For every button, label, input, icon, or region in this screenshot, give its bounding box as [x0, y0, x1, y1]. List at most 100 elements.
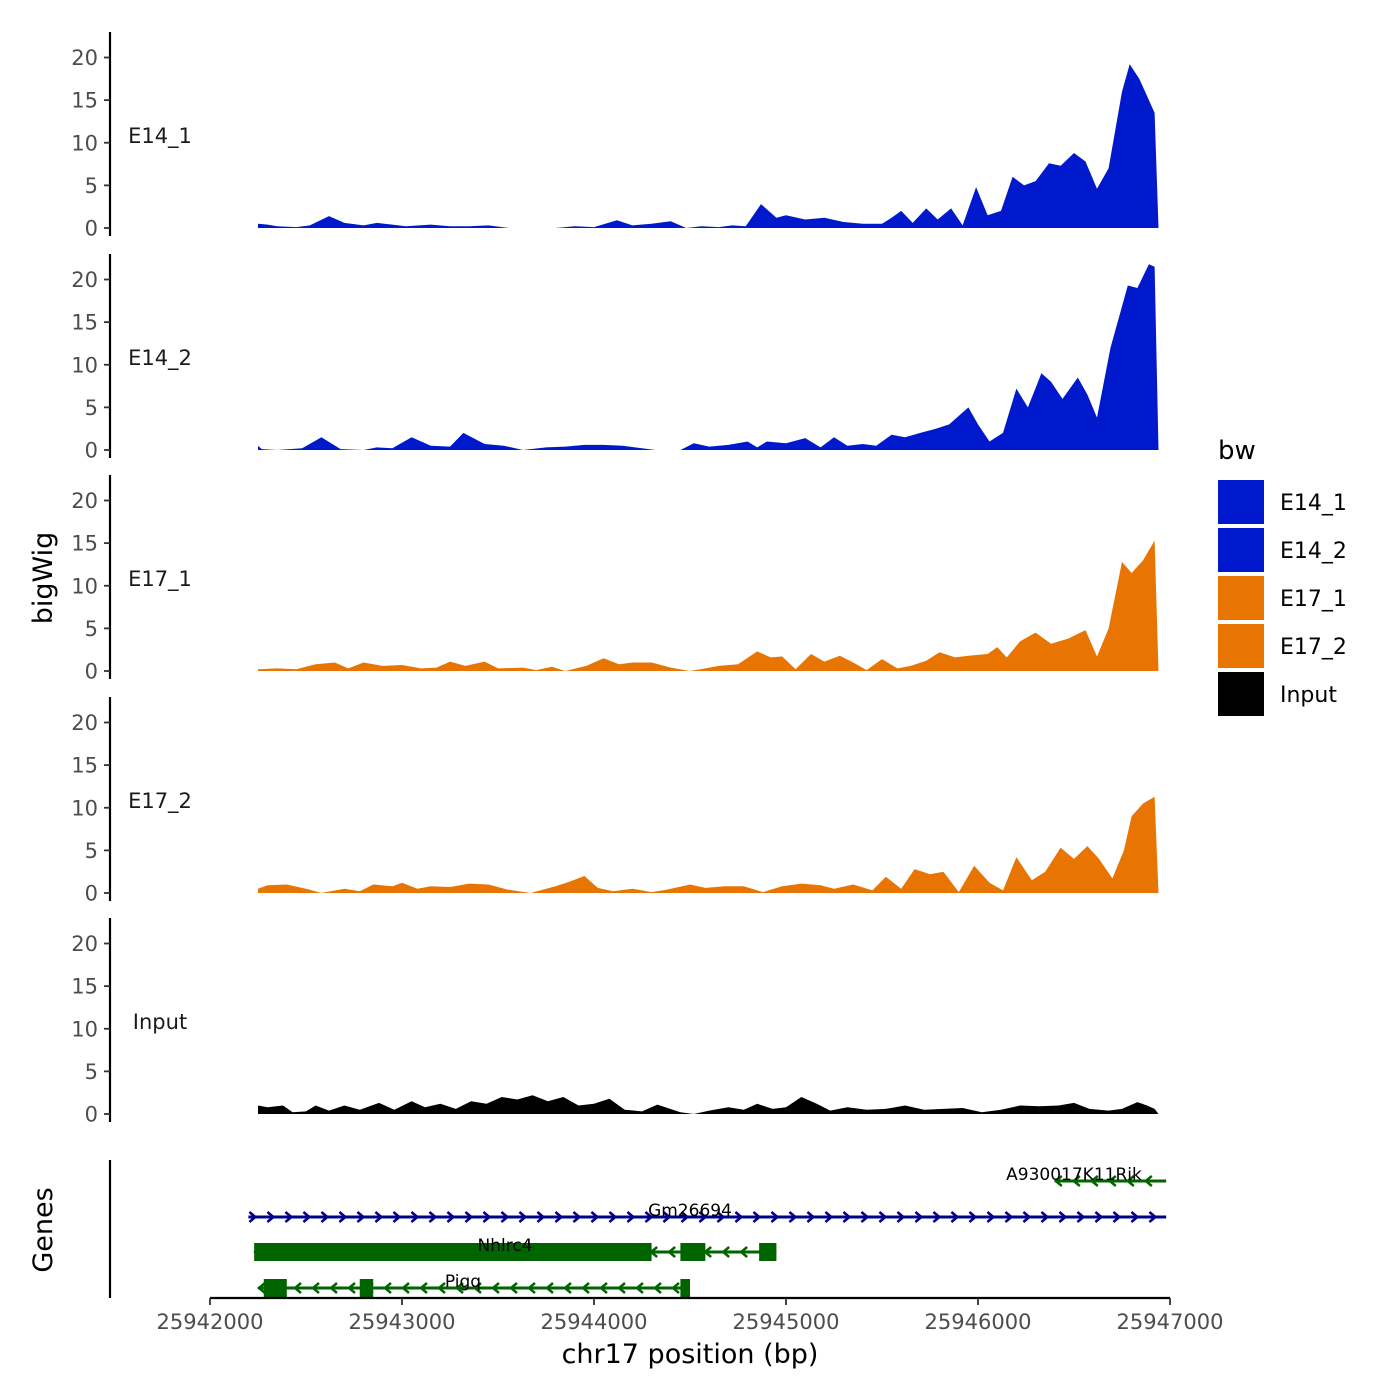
strand-chevron: [307, 1246, 316, 1258]
track-E17_1: 0 5 10 15 20 E17_1: [71, 475, 1159, 684]
strand-chevron: [1089, 1175, 1099, 1187]
strand-chevron: [446, 1211, 456, 1223]
strand-chevron: [311, 1282, 320, 1294]
strand-chevron: [721, 1246, 730, 1258]
track-label: E14_1: [128, 124, 192, 149]
strand-chevron: [617, 1282, 626, 1294]
legend-swatch: [1218, 624, 1264, 668]
area-E17_2: [258, 796, 1159, 893]
strand-chevron: [1058, 1211, 1068, 1223]
strand-chevron: [248, 1211, 258, 1223]
track-label: Input: [133, 1010, 187, 1034]
y-tick-label: 20: [71, 268, 98, 292]
gene-exon: [680, 1243, 706, 1261]
x-tick-label: 25944000: [541, 1310, 648, 1334]
strand-chevron: [338, 1211, 348, 1223]
gene-exon: [759, 1243, 777, 1261]
strand-chevron: [824, 1211, 834, 1223]
strand-chevron: [1071, 1175, 1081, 1187]
strand-chevron: [289, 1246, 298, 1258]
gene-label: Pigq: [445, 1272, 481, 1292]
strand-chevron: [541, 1246, 550, 1258]
strand-chevron: [1125, 1175, 1135, 1187]
x-axis: 25942000 25943000 25944000 25945000 25946000…: [157, 1296, 1223, 1334]
strand-chevron: [608, 1211, 618, 1223]
strand-chevron: [392, 1211, 402, 1223]
strand-chevron: [518, 1211, 528, 1223]
strand-chevron: [572, 1211, 582, 1223]
strand-chevron: [842, 1211, 852, 1223]
y-tick-label: 10: [71, 131, 98, 155]
strand-chevron: [626, 1211, 636, 1223]
strand-chevron: [698, 1211, 708, 1223]
gene-Gm26694: Gm26694: [248, 1201, 1167, 1223]
strand-chevron: [491, 1282, 500, 1294]
strand-chevron: [302, 1211, 312, 1223]
strand-chevron: [275, 1282, 284, 1294]
strand-chevron: [379, 1246, 388, 1258]
strand-chevron: [473, 1282, 482, 1294]
strand-chevron: [437, 1282, 446, 1294]
strand-chevron: [509, 1282, 518, 1294]
strand-chevron: [613, 1246, 622, 1258]
legend-title: bw: [1218, 436, 1256, 466]
strand-chevron: [397, 1246, 406, 1258]
strand-chevron: [667, 1246, 676, 1258]
gene-label: Gm26694: [648, 1201, 732, 1221]
strand-chevron: [554, 1211, 564, 1223]
strand-chevron: [374, 1211, 384, 1223]
strand-chevron: [329, 1282, 338, 1294]
strand-chevron: [253, 1246, 262, 1258]
strand-chevron: [271, 1246, 280, 1258]
strand-chevron: [1112, 1211, 1122, 1223]
y-tick-label: 15: [71, 89, 98, 113]
x-tick-label: 25943000: [349, 1310, 456, 1334]
strand-chevron: [266, 1211, 276, 1223]
strand-chevron: [1053, 1175, 1063, 1187]
strand-chevron: [968, 1211, 978, 1223]
area-E14_2: [258, 264, 1159, 450]
y-tick-label: 5: [85, 174, 98, 198]
y-tick-label: 5: [85, 396, 98, 420]
strand-chevron: [487, 1246, 496, 1258]
y-tick-label: 0: [85, 439, 98, 463]
legend-label: E14_1: [1280, 491, 1347, 516]
strand-chevron: [563, 1282, 572, 1294]
y-tick-label: 15: [71, 532, 98, 556]
strand-chevron: [415, 1246, 424, 1258]
y-tick-label: 5: [85, 839, 98, 863]
y-tick-label: 0: [85, 660, 98, 684]
legend-label: E17_2: [1280, 635, 1347, 660]
strand-chevron: [914, 1211, 924, 1223]
track-Input: 0 5 10 15 20 Input: [71, 918, 1159, 1127]
strand-chevron: [1076, 1211, 1086, 1223]
strand-chevron: [590, 1211, 600, 1223]
y-tick-label: 20: [71, 489, 98, 513]
bigwig-tracks: 05101520E14_105101520E14_205101520E17_10…: [71, 32, 1159, 1127]
y-tick-label: 20: [71, 46, 98, 70]
strand-chevron: [361, 1246, 370, 1258]
strand-chevron: [806, 1211, 816, 1223]
strand-chevron: [451, 1246, 460, 1258]
strand-chevron: [257, 1282, 266, 1294]
area-E14_1: [258, 64, 1159, 228]
strand-chevron: [320, 1211, 330, 1223]
x-tick-label: 25942000: [157, 1310, 264, 1334]
gene-Nhlrc4: Nhlrc4: [253, 1236, 777, 1261]
strand-chevron: [595, 1246, 604, 1258]
strand-chevron: [581, 1282, 590, 1294]
x-tick-label: 25945000: [733, 1310, 840, 1334]
strand-chevron: [653, 1282, 662, 1294]
y-tick-label: 15: [71, 754, 98, 778]
legend: bw E14_1 E14_2 E17_1 E17_2 Input: [1218, 436, 1347, 716]
y-tick-label: 0: [85, 217, 98, 241]
y-tick-label: 15: [71, 311, 98, 335]
strand-chevron: [1022, 1211, 1032, 1223]
area-E17_1: [258, 540, 1159, 671]
legend-label: E14_2: [1280, 539, 1347, 564]
track-E14_2: 0 5 10 15 20 E14_2: [71, 254, 1159, 463]
strand-chevron: [455, 1282, 464, 1294]
strand-chevron: [523, 1246, 532, 1258]
strand-chevron: [752, 1211, 762, 1223]
legend-swatch: [1218, 576, 1264, 620]
